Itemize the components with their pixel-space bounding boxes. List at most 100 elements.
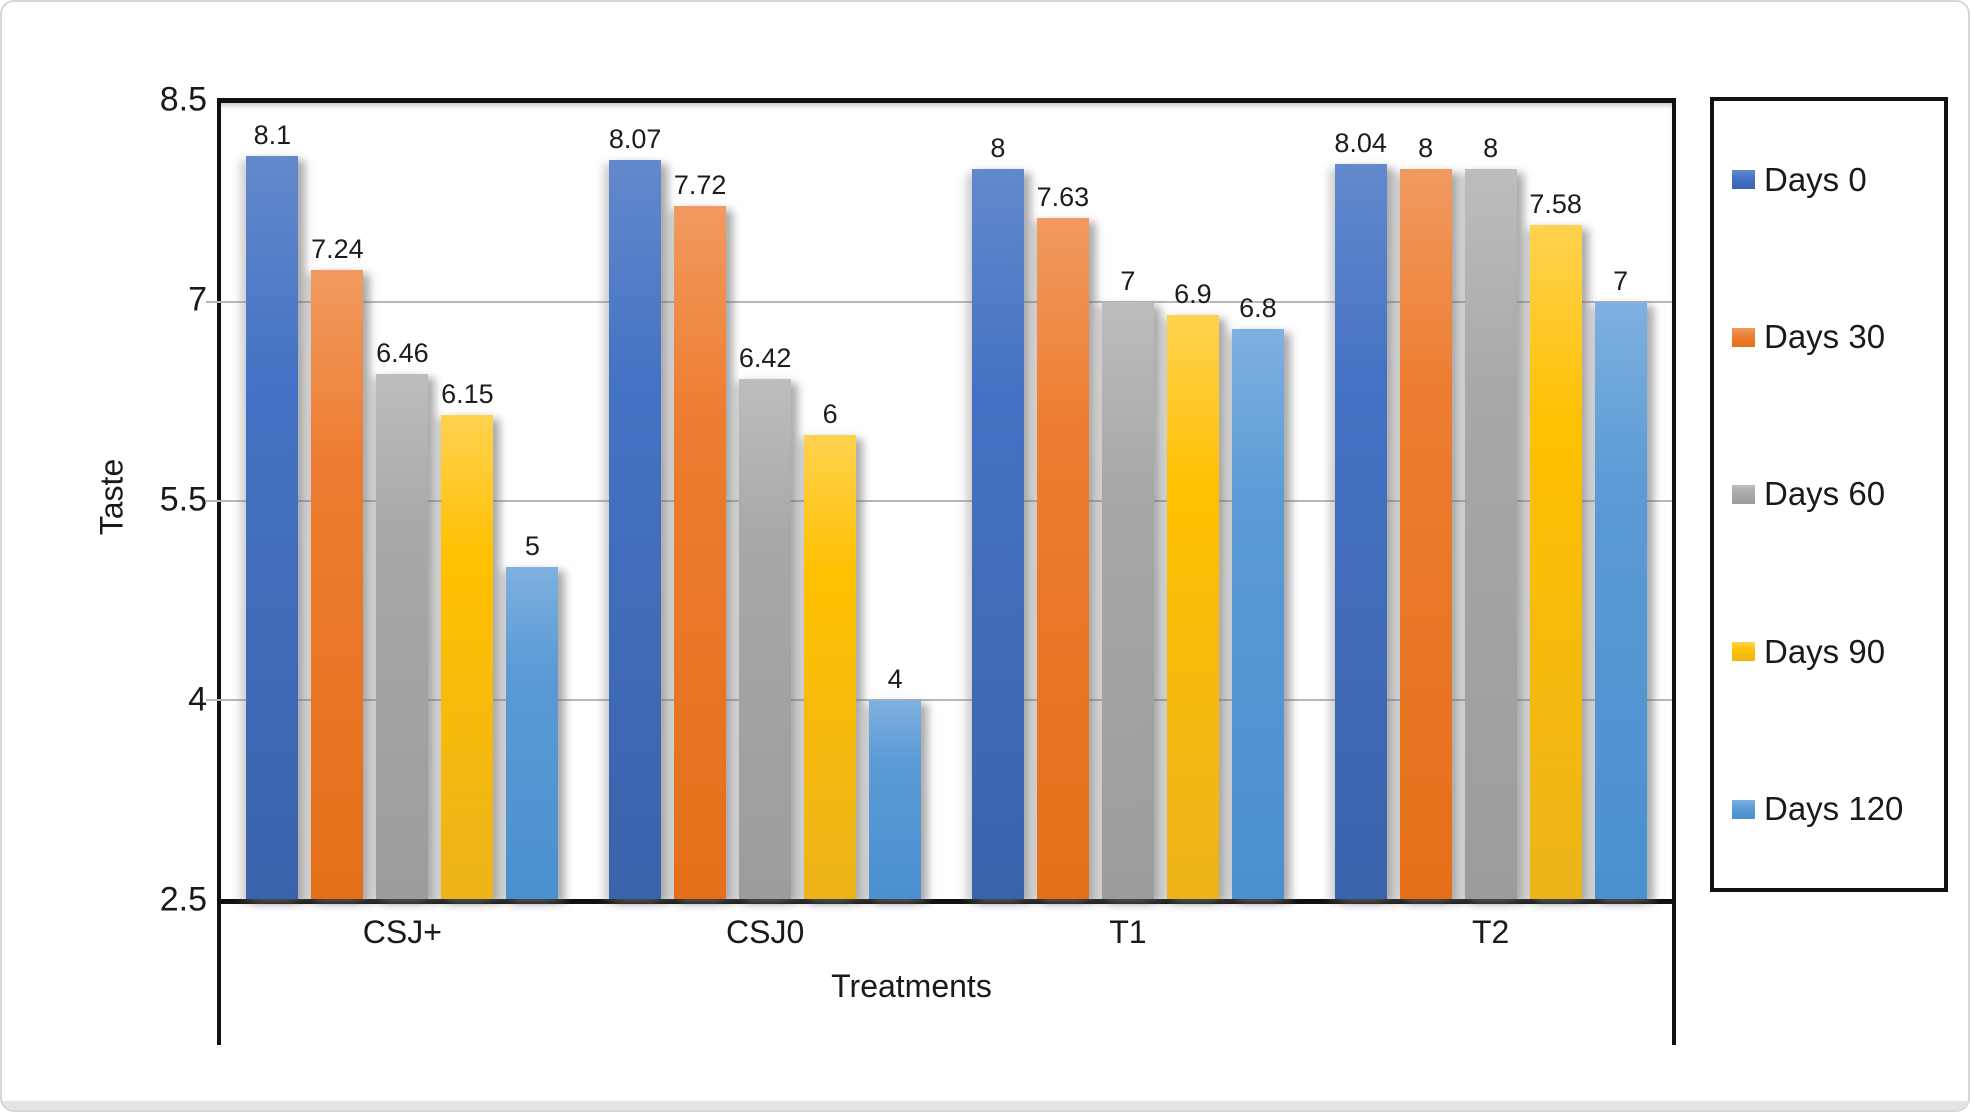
bar-wrap-days-0-csj0: 8.07 [609,103,661,899]
bar-value-label: 6 [822,398,838,429]
legend-label: Days 60 [1764,475,1886,513]
bar-wrap-days-60-csj: 6.46 [376,103,429,899]
category-labels: CSJ+ CSJ0 T1 T2 [221,914,1672,951]
bar-wrap-days-90-csj: 6.15 [441,103,494,899]
bar-days-90-t2 [1529,225,1582,899]
bar-wrap-days-30-csj0: 7.72 [674,103,726,899]
bar-wrap-days-90-csj0: 6 [804,103,857,899]
bar-wrap-days-60-t2: 8 [1464,103,1517,899]
bar-value-label: 8 [1418,133,1434,164]
bar-value-label: 7 [1613,266,1629,296]
y-tick-label-8-5: 8.5 [159,80,207,119]
plot-area: 8.1 7.24 6.46 6.15 5 8.07 7.72 6.42 6 4 8 7.63 7 6.9 6… [206,98,1676,904]
bar-group-t2: 8.04 8 8 7.58 7 [1309,103,1672,899]
bar-value-label: 7 [1120,266,1136,296]
bar-value-label: 5 [524,531,540,562]
bar-value-label: 6.46 [376,337,429,368]
bar-value-label: 7.24 [311,234,364,265]
bar-wrap-days-120-t2: 7 [1594,103,1647,899]
legend: Days 0 Days 30 Days 60 Days 90 Days 120 [1710,97,1948,892]
gridline-4 [206,699,1672,701]
legend-item-days-120: Days 120 [1732,790,1944,828]
legend-swatch-days-120 [1732,799,1755,819]
y-axis-tick-labels: 8.5 7 5.5 4 2.5 [2,81,207,919]
bar-days-30-csj0 [674,206,727,899]
bar-wrap-days-30-t1: 7.63 [1037,103,1089,899]
bar-days-60-t2 [1464,169,1517,899]
bar-days-120-t1 [1231,328,1284,899]
y-tick-label-4: 4 [188,680,207,719]
bar-days-0-t2 [1334,164,1387,899]
y-axis-title: Taste [93,458,130,536]
bar-days-90-csj0 [804,434,857,899]
gridline-7 [206,301,1672,303]
legend-swatch-days-30 [1732,327,1755,347]
bar-days-90-t1 [1166,315,1219,899]
bar-days-60-t1 [1101,302,1154,899]
bar-wrap-days-30-t2: 8 [1399,103,1452,899]
bar-days-30-csj [311,270,364,899]
bar-wrap-days-60-t1: 7 [1101,103,1154,899]
legend-label: Days 120 [1764,790,1904,828]
bar-value-label: 8 [1483,133,1499,164]
legend-swatch-days-60 [1732,484,1755,504]
bar-days-120-csj0 [869,700,922,899]
bar-days-90-csj [441,414,494,899]
bar-days-0-t1 [971,169,1024,899]
legend-label: Days 90 [1764,632,1886,670]
bar-wrap-days-90-t2: 7.58 [1529,103,1582,899]
legend-swatch-days-90 [1732,642,1755,662]
bar-group-csj0: 8.07 7.72 6.42 6 4 [584,103,947,899]
bar-days-30-t2 [1399,169,1452,899]
category-label-t2: T2 [1471,914,1510,950]
x-axis-area: CSJ+ CSJ0 T1 T2 Treatments [217,904,1676,1045]
bar-days-120-t2 [1594,302,1647,899]
legend-item-days-90: Days 90 [1732,633,1944,671]
bar-days-0-csj [246,156,299,899]
bar-value-label: 7.63 [1036,182,1090,213]
bar-value-label: 7.72 [673,170,727,201]
legend-label: Days 30 [1764,318,1886,356]
x-axis-title: Treatments [831,968,992,1004]
bar-wrap-days-0-t2: 8.04 [1334,103,1387,899]
bar-value-label: 6.9 [1174,279,1212,310]
category-label-csj: CSJ+ [362,914,442,950]
category-label-t1: T1 [1109,914,1147,950]
bar-days-60-csj [376,373,429,899]
bar-days-30-t1 [1036,218,1089,899]
bar-wrap-days-120-csj0: 4 [869,103,922,899]
window-bottom-edge [2,1101,1968,1110]
legend-item-days-60: Days 60 [1732,475,1944,513]
bar-wrap-days-0-t1: 8 [971,103,1024,899]
y-tick-label-2-5: 2.5 [159,880,207,919]
bar-wrap-days-60-csj0: 6.42 [739,103,791,899]
bar-wrap-days-0-csj: 8.1 [246,103,299,899]
y-tick-label-5-5: 5.5 [159,480,207,519]
legend-item-days-0: Days 0 [1732,161,1944,199]
bar-group-csj: 8.1 7.24 6.46 6.15 5 [221,103,584,899]
bar-value-label: 8.04 [1334,128,1387,159]
legend-item-days-30: Days 30 [1732,318,1944,356]
bar-value-label: 6.8 [1239,292,1277,323]
bar-wrap-days-30-csj: 7.24 [311,103,364,899]
bar-value-label: 6.42 [738,342,792,373]
bar-value-label: 8 [990,133,1006,164]
bar-days-0-csj0 [609,160,662,899]
category-label-csj0: CSJ0 [726,914,805,950]
bar-value-label: 8.07 [608,124,662,155]
bar-wrap-days-120-csj: 5 [506,103,559,899]
bar-wrap-days-90-t1: 6.9 [1166,103,1219,899]
bar-wrap-days-120-t1: 6.8 [1231,103,1284,899]
bar-value-label: 7.58 [1529,189,1582,220]
bar-days-60-csj0 [739,378,792,899]
bar-days-120-csj [506,567,559,899]
legend-swatch-days-0 [1732,170,1755,190]
y-tick-label-7: 7 [188,280,207,319]
legend-label: Days 0 [1764,160,1867,198]
bar-group-t1: 8 7.63 7 6.9 6.8 [947,103,1310,899]
bar-value-label: 6.15 [441,378,494,409]
bar-value-label: 8.1 [253,120,292,151]
bar-value-label: 4 [887,664,903,694]
bar-groups: 8.1 7.24 6.46 6.15 5 8.07 7.72 6.42 6 4 8 7.63 7 6.9 6… [221,103,1672,899]
